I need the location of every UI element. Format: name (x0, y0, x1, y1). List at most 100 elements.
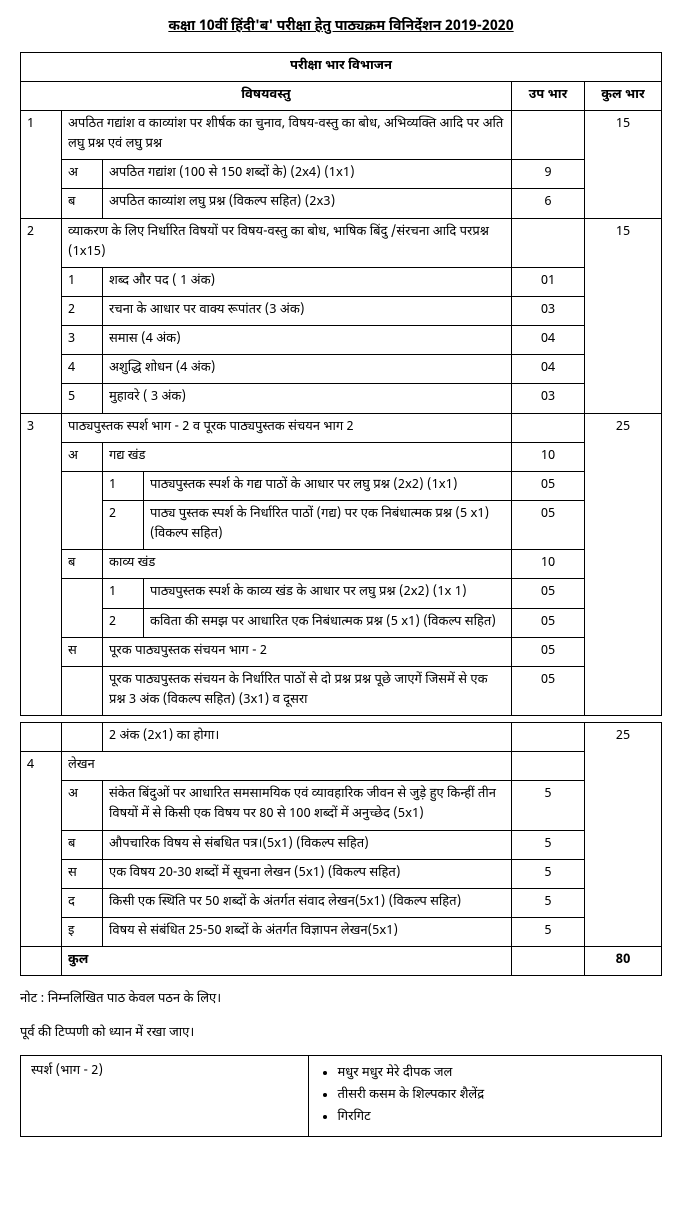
cell-empty (21, 947, 62, 976)
page-title: कक्षा 10वीं हिंदी'ब' परीक्षा हेतु पाठ्यक… (20, 16, 662, 38)
s3-a1-t: पाठ्यपुस्तक स्पर्श के गद्य पाठों के आधार… (144, 471, 512, 500)
s3-num: 3 (21, 413, 62, 716)
cell-empty (62, 579, 103, 637)
cell-empty (21, 723, 62, 752)
s3-a-lbl: अ (62, 442, 103, 471)
s4-a-lbl: अ (62, 781, 103, 830)
s3-a1-l: 1 (103, 471, 144, 500)
s2-r1-u: 01 (512, 267, 585, 296)
s3-s-detail: पूरक पाठ्यपुस्तक संचयन के निर्धारित पाठो… (103, 666, 512, 715)
footer-li-2: तीसरी कसम के शिल्पकार शैलेंद्र (337, 1086, 651, 1106)
s3-s-up: 05 (512, 637, 585, 666)
note-1: नोट : निम्नलिखित पाठ केवल पठन के लिए। (20, 990, 662, 1010)
s2-r3-u: 04 (512, 326, 585, 355)
s2-r2-t: रचना के आधार पर वाक्य रूपांतर (3 अंक) (103, 296, 512, 325)
s4-c-txt: एक विषय 20-30 शब्दों में सूचना लेखन (5x1… (103, 859, 512, 888)
footer-right: मधुर मधुर मेरे दीपक जल तीसरी कसम के शिल्… (309, 1055, 662, 1136)
s3-b-up: 10 (512, 550, 585, 579)
cell-empty (62, 666, 103, 715)
s2-r2-l: 2 (62, 296, 103, 325)
s3-b1-t: पाठ्यपुस्तक स्पर्श के काव्य खंड के आधार … (144, 579, 512, 608)
s4-a-u: 5 (512, 781, 585, 830)
total-lbl: कुल (62, 947, 512, 976)
cell-empty (512, 723, 585, 752)
s2-intro: व्याकरण के लिए निर्धारित विषयों पर विषय-… (62, 218, 512, 267)
s2-r1-l: 1 (62, 267, 103, 296)
s4-e-u: 5 (512, 918, 585, 947)
s1-b-lbl: ब (62, 189, 103, 218)
s3-a1-u: 05 (512, 471, 585, 500)
s2-r5-t: मुहावरे ( 3 अंक) (103, 384, 512, 413)
syllabus-table-cont: 2 अंक (2x1) का होगा। 25 4 लेखन अ संकेत ब… (20, 722, 662, 976)
cell-empty (512, 752, 585, 781)
s3-b1-l: 1 (103, 579, 144, 608)
cell-empty (512, 413, 585, 442)
s2-r3-l: 3 (62, 326, 103, 355)
s1-b-up: 6 (512, 189, 585, 218)
s1-kul: 15 (585, 110, 662, 218)
s1-intro: अपठित गद्यांश व काव्यांश पर शीर्षक का चु… (62, 110, 512, 159)
s2-r1-t: शब्द और पद ( 1 अंक) (103, 267, 512, 296)
s2-r5-l: 5 (62, 384, 103, 413)
s2-r5-u: 03 (512, 384, 585, 413)
s4-kul: 25 (585, 723, 662, 947)
s3b-cont: 2 अंक (2x1) का होगा। (103, 723, 512, 752)
s3-a2-t: पाठ्य पुस्तक स्पर्श के निर्धारित पाठों (… (144, 500, 512, 549)
s4-c-u: 5 (512, 859, 585, 888)
s4-b-lbl: ब (62, 830, 103, 859)
s1-a-up: 9 (512, 160, 585, 189)
s4-a-txt: संकेत बिंदुओं पर आधारित समसामयिक एवं व्य… (103, 781, 512, 830)
s2-num: 2 (21, 218, 62, 413)
s3-intro: पाठ्यपुस्तक स्पर्श भाग - 2 व पूरक पाठ्यप… (62, 413, 512, 442)
note-2: पूर्व की टिप्पणी को ध्यान में रखा जाए। (20, 1024, 662, 1044)
table-main-header: परीक्षा भार विभाजन (21, 52, 662, 81)
cell-empty (512, 947, 585, 976)
total-val: 80 (585, 947, 662, 976)
footer-li-3: गिरगिट (337, 1108, 651, 1128)
syllabus-table: परीक्षा भार विभाजन विषयवस्तु उप भार कुल … (20, 52, 662, 716)
s3-b-txt: काव्य खंड (103, 550, 512, 579)
s3-a-up: 10 (512, 442, 585, 471)
s2-r4-l: 4 (62, 355, 103, 384)
s4-c-lbl: स (62, 859, 103, 888)
cell-empty (512, 218, 585, 267)
s4-b-txt: औपचारिक विषय से संबधित पत्र।(5x1) (विकल्… (103, 830, 512, 859)
s2-r3-t: समास (4 अंक) (103, 326, 512, 355)
col-subject: विषयवस्तु (21, 81, 512, 110)
s3-a-txt: गद्य खंड (103, 442, 512, 471)
s4-e-lbl: इ (62, 918, 103, 947)
s4-num: 4 (21, 752, 62, 947)
s3-b-lbl: ब (62, 550, 103, 579)
s3-s-txt: पूरक पाठ्यपुस्तक संचयन भाग - 2 (103, 637, 512, 666)
cell-empty (62, 471, 103, 549)
s2-kul: 15 (585, 218, 662, 413)
s4-d-txt: किसी एक स्थिति पर 50 शब्दों के अंतर्गत स… (103, 888, 512, 917)
s3-b2-t: कविता की समझ पर आधारित एक निबंधात्मक प्र… (144, 608, 512, 637)
cell-empty (62, 723, 103, 752)
footer-li-1: मधुर मधुर मेरे दीपक जल (337, 1064, 651, 1084)
s2-r4-t: अशुद्धि शोधन (4 अंक) (103, 355, 512, 384)
s1-b-txt: अपठित काव्यांश लघु प्रश्न (विकल्प सहित) … (103, 189, 512, 218)
s1-a-lbl: अ (62, 160, 103, 189)
s3-a2-l: 2 (103, 500, 144, 549)
s3-b1-u: 05 (512, 579, 585, 608)
s4-b-u: 5 (512, 830, 585, 859)
s3-kul: 25 (585, 413, 662, 716)
s3-a2-u: 05 (512, 500, 585, 549)
s3-s-detail-u: 05 (512, 666, 585, 715)
s1-a-txt: अपठित गद्यांश (100 से 150 शब्दों के) (2x… (103, 160, 512, 189)
s2-r4-u: 04 (512, 355, 585, 384)
s3-b2-u: 05 (512, 608, 585, 637)
s4-d-lbl: द (62, 888, 103, 917)
s4-d-u: 5 (512, 888, 585, 917)
footer-left: स्पर्श (भाग - 2) (21, 1055, 309, 1136)
cell-empty (512, 110, 585, 159)
col-up: उप भार (512, 81, 585, 110)
s3-b2-l: 2 (103, 608, 144, 637)
s4-intro: लेखन (62, 752, 512, 781)
s4-e-txt: विषय से संबंधित 25-50 शब्दों के अंतर्गत … (103, 918, 512, 947)
s2-r2-u: 03 (512, 296, 585, 325)
s3-s-lbl: स (62, 637, 103, 666)
reading-only-table: स्पर्श (भाग - 2) मधुर मधुर मेरे दीपक जल … (20, 1055, 662, 1137)
s1-num: 1 (21, 110, 62, 218)
